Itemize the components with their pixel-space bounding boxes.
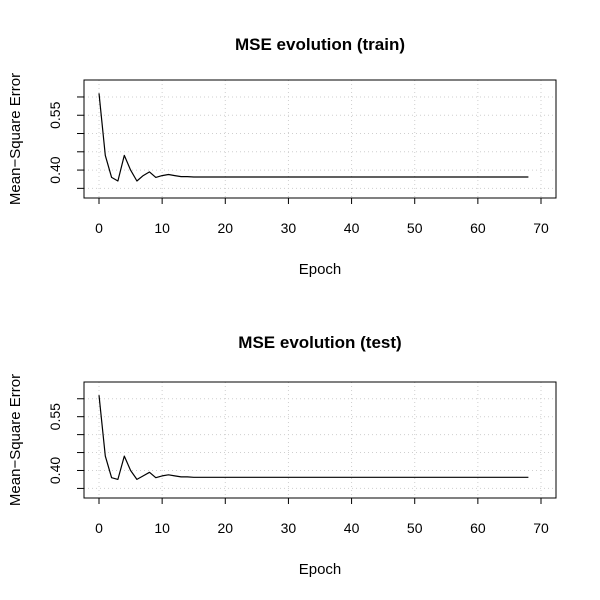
y-tick-label: 0.55: [47, 101, 63, 128]
grid: [84, 382, 556, 498]
y-tick-label: 0.40: [47, 457, 63, 484]
x-tick-label: 10: [154, 220, 170, 236]
x-axis-label: Epoch: [299, 261, 342, 278]
y-tick-label: 0.40: [47, 156, 63, 183]
x-tick-label: 50: [407, 520, 423, 536]
chart-panel-test: MSE evolution (test) Epoch Mean−Square E…: [7, 333, 557, 578]
x-tick-label: 40: [344, 520, 360, 536]
chart-title: MSE evolution (train): [235, 35, 405, 54]
x-tick-label: 50: [407, 220, 423, 236]
x-tick-label: 30: [281, 220, 297, 236]
y-tick-label: 0.55: [47, 403, 63, 430]
x-tick-label: 10: [154, 520, 170, 536]
x-tick-label: 70: [533, 520, 549, 536]
x-tick-label: 20: [217, 520, 233, 536]
x-tick-label: 60: [470, 520, 486, 536]
chart-title: MSE evolution (test): [238, 333, 401, 352]
x-tick-label: 70: [533, 220, 549, 236]
chart-panel-train: MSE evolution (train) Epoch Mean−Square …: [7, 35, 557, 278]
plot-frame: [83, 79, 557, 199]
x-tick-label: 40: [344, 220, 360, 236]
plot-frame: [83, 381, 557, 499]
x-tick-label: 0: [95, 520, 103, 536]
y-axis-label: Mean−Square Error: [7, 374, 24, 506]
axes: 0 10 20 30 40 50 60 70 0.40 0.55: [47, 96, 549, 236]
grid: [84, 80, 556, 198]
x-tick-label: 20: [217, 220, 233, 236]
x-tick-label: 30: [281, 520, 297, 536]
y-axis-label: Mean−Square Error: [7, 73, 24, 205]
x-tick-label: 60: [470, 220, 486, 236]
axes: 0 10 20 30 40 50 60 70 0.40 0.55: [47, 398, 549, 536]
x-tick-label: 0: [95, 220, 103, 236]
x-axis-label: Epoch: [299, 561, 342, 578]
series-line: [98, 395, 529, 480]
series-line: [98, 93, 529, 182]
